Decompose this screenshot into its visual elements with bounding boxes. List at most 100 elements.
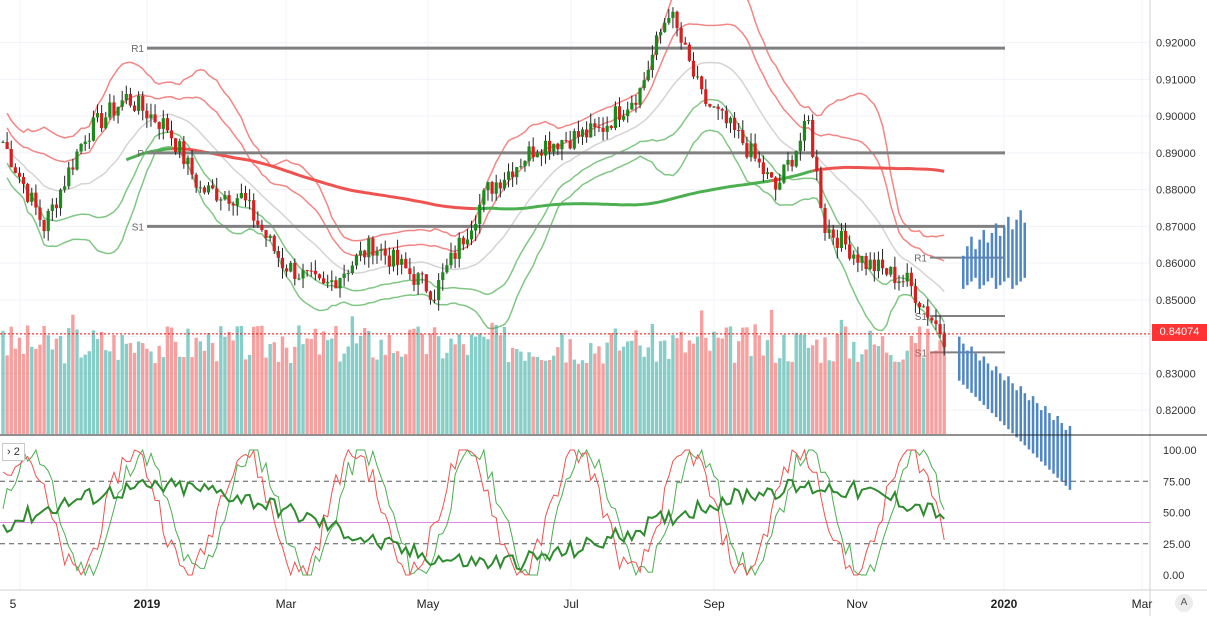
projection-bar-down: [983, 356, 986, 405]
volume-bar: [305, 338, 308, 434]
volume-bar: [375, 360, 378, 434]
volume-bar: [277, 362, 280, 434]
candle-body: [536, 153, 539, 157]
price-tick-label: 0.92000: [1156, 38, 1196, 50]
candle-body: [499, 182, 502, 188]
volume-bar: [651, 324, 654, 434]
candle-body: [244, 193, 247, 200]
volume-bar: [774, 363, 777, 434]
candle-body: [655, 35, 658, 55]
volume-bar: [157, 346, 160, 434]
projection-bar-down: [958, 337, 961, 381]
candle-body: [384, 249, 387, 255]
candle-body: [721, 109, 724, 111]
volume-bar: [55, 339, 58, 434]
candle-body: [762, 162, 765, 174]
volume-bar: [59, 336, 62, 434]
candle-body: [145, 111, 148, 119]
ma-segment: [476, 181, 772, 209]
volume-bar: [540, 360, 543, 434]
volume-bar: [840, 320, 843, 434]
candle-body: [823, 208, 826, 233]
volume-bar: [334, 326, 337, 434]
volume-bar: [478, 333, 481, 434]
projection-bar-down: [974, 354, 977, 397]
candle-body: [758, 159, 761, 163]
volume-bar: [236, 326, 239, 434]
volume-bar: [75, 329, 78, 434]
volume-bar: [618, 351, 621, 434]
candle-body: [860, 256, 863, 263]
candle-body: [737, 130, 740, 131]
volume-bar: [893, 362, 896, 434]
candle-body: [873, 260, 876, 271]
volume-bar: [42, 326, 45, 434]
volume-bar: [560, 333, 563, 434]
candle-body: [918, 303, 921, 307]
candle-body: [733, 118, 736, 130]
volume-bar: [597, 346, 600, 434]
candle-body: [289, 263, 292, 272]
time-tick-label: Mar: [1132, 597, 1153, 611]
volume-bar: [338, 361, 341, 434]
volume-bar: [470, 334, 473, 434]
candle-body: [552, 144, 555, 152]
candle-body: [92, 117, 95, 140]
volume-bar: [190, 357, 193, 434]
volume-bar: [223, 337, 226, 434]
candle-body: [125, 94, 128, 100]
volume-bar: [38, 345, 41, 434]
volume-bar: [511, 348, 514, 434]
candle-body: [585, 129, 588, 137]
oscillator-legend[interactable]: › 2: [2, 443, 25, 461]
volume-bar: [712, 332, 715, 434]
volume-bar: [885, 353, 888, 434]
volume-bar: [486, 339, 489, 434]
projection-bar-down: [1020, 386, 1023, 441]
candle-body: [696, 76, 699, 77]
volume-bar: [610, 333, 613, 434]
projection-bar-down: [999, 373, 1002, 421]
candle-body: [811, 120, 814, 157]
candle-body: [421, 273, 424, 274]
candle-body: [671, 12, 674, 18]
candle-body: [116, 107, 119, 116]
volume-bar: [359, 336, 362, 434]
projection-bar-down: [1036, 403, 1039, 457]
volume-bar: [490, 323, 493, 434]
volume-bar: [355, 343, 358, 434]
candle-body: [445, 265, 448, 272]
candle-body: [55, 205, 58, 209]
candle-body: [441, 272, 444, 280]
volume-bar: [120, 335, 123, 434]
volume-bar: [679, 332, 682, 434]
volume-bar: [819, 363, 822, 434]
candle-body: [634, 103, 637, 105]
volume-bar: [914, 343, 917, 434]
candle-body: [63, 186, 66, 189]
candle-body: [532, 146, 535, 157]
volume-bar: [848, 359, 851, 434]
price-tick-label: 0.83000: [1156, 368, 1196, 380]
volume-bar: [749, 356, 752, 434]
candle-body: [38, 207, 41, 219]
candle-body: [745, 143, 748, 157]
ma-segment: [180, 149, 476, 209]
volume-bar: [556, 347, 559, 434]
projection-bar-up: [999, 236, 1002, 285]
volume-bar: [129, 343, 132, 434]
candle-body: [170, 130, 173, 138]
candle-body: [754, 143, 757, 158]
candle-body: [240, 193, 243, 198]
candle-body: [293, 263, 296, 279]
candle-body: [203, 187, 206, 192]
volume-bar: [92, 330, 95, 434]
volume-bar: [655, 362, 658, 434]
volume-bar: [688, 340, 691, 434]
time-tick-label: May: [417, 597, 440, 611]
candle-body: [1, 142, 4, 143]
volume-bar: [873, 345, 876, 435]
auto-scale-button[interactable]: A: [1175, 594, 1193, 612]
candle-body: [388, 256, 391, 267]
